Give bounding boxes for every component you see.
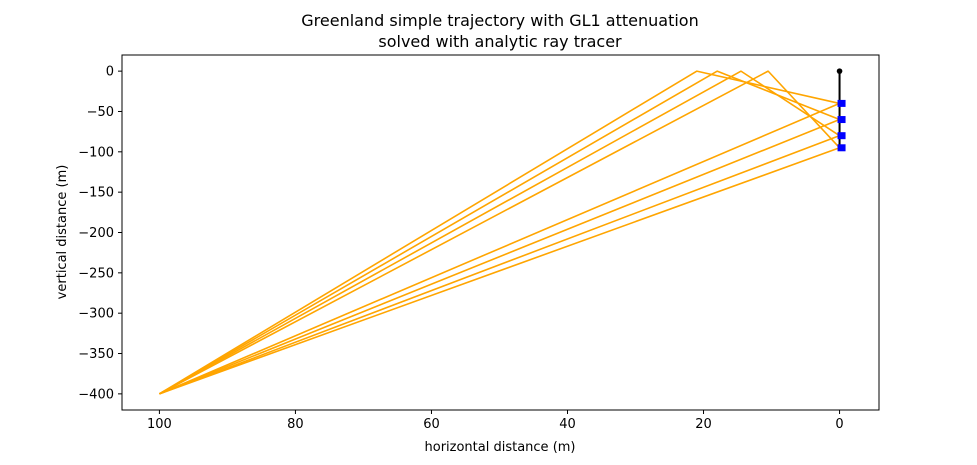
ray-path-2	[159, 118, 840, 395]
receiver-marker-2	[837, 116, 846, 124]
x-axis-label: horizontal distance (m)	[425, 440, 576, 455]
y-tick-label: −250	[78, 266, 114, 281]
y-tick-label: −50	[87, 105, 114, 120]
ray-path-3	[159, 134, 840, 395]
receiver-marker-3	[837, 132, 846, 140]
x-axis: 100 80 60 40 20 0	[147, 410, 844, 432]
y-tick-label: −350	[78, 347, 114, 362]
ray-path-5	[158, 70, 840, 395]
plot-area	[158, 68, 846, 395]
ray-path-6	[159, 70, 840, 395]
y-axis: 0 −50 −100 −150 −200 −250 −300 −350 −400	[78, 65, 122, 402]
ray-path-1	[159, 102, 840, 395]
x-tick-label: 100	[147, 417, 172, 432]
y-tick-label: 0	[106, 65, 114, 80]
y-tick-label: −400	[78, 387, 114, 402]
x-tick-label: 60	[423, 417, 440, 432]
y-tick-label: −150	[78, 186, 114, 201]
receivers	[837, 99, 846, 152]
chart-title: Greenland simple trajectory with GL1 att…	[301, 11, 698, 30]
x-tick-label: 40	[559, 417, 576, 432]
receiver-marker-4	[837, 144, 846, 152]
chart-subtitle: solved with analytic ray tracer	[378, 32, 622, 51]
string-top-marker	[836, 68, 843, 74]
plot-frame	[121, 54, 880, 411]
ray-paths	[158, 70, 841, 395]
y-tick-label: −300	[78, 307, 114, 322]
ray-path-8	[159, 70, 841, 395]
receiver-marker-1	[837, 99, 846, 107]
y-axis-label: vertical distance (m)	[55, 165, 70, 300]
y-tick-label: −200	[78, 226, 114, 241]
ray-path-7	[159, 70, 840, 395]
ray-path-4	[159, 147, 840, 395]
x-tick-label: 20	[695, 417, 712, 432]
x-tick-label: 80	[287, 417, 304, 432]
y-tick-label: −100	[78, 145, 114, 160]
x-tick-label: 0	[835, 417, 843, 432]
